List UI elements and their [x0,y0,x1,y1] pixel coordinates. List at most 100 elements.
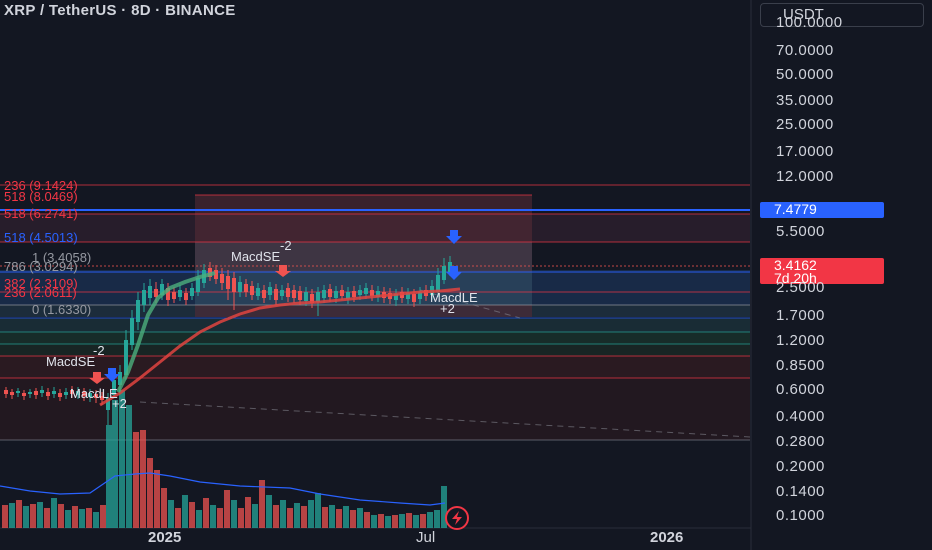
candle [58,389,62,401]
candle [286,283,290,302]
last-price-tag [760,258,884,284]
volume-bar [224,490,230,528]
candle [268,282,272,300]
volume-bar [9,503,15,528]
ma-red-line [99,287,461,407]
candle [106,393,110,425]
price-tick: 25.0000 [776,116,834,133]
symbol-title[interactable]: XRP / TetherUS · 8D · BINANCE [4,2,236,19]
price-tick: 12.0000 [776,168,834,185]
volume-bar [86,508,92,528]
candle [88,389,92,402]
candle [214,265,218,284]
candle [46,388,50,400]
candle [226,270,230,300]
volume-bar [93,512,99,528]
signal-qty: +2 [112,396,127,411]
volume-bar [238,508,244,528]
volume-bar [126,405,132,528]
candle [40,386,44,397]
candle [274,284,278,305]
time-label-jul: Jul [416,529,436,546]
volume-bar [252,504,258,528]
ma-green-line [116,271,216,393]
volume-bar [392,515,398,528]
candle [142,283,146,312]
volume-bar [2,505,8,528]
price-tick: 0.6000 [776,381,825,398]
price-tick: 2.5000 [776,279,825,296]
price-tick: 100.0000 [776,14,843,31]
volume-bar [58,504,64,528]
volume-bar [196,510,202,528]
volume-bar [37,502,43,528]
fib-label: 0 (1.6330) [32,302,92,317]
price-tick: 0.2000 [776,458,825,475]
candle [196,270,200,296]
candle [34,388,38,399]
fib-label: 518 (6.2741) [4,206,78,221]
volume-bar [203,498,209,528]
candle [370,285,374,301]
volume-bar [273,505,279,528]
candle [136,292,140,330]
volume-bar [427,512,433,528]
candle [322,285,326,303]
volume-bar [72,506,78,528]
volume-bar [23,506,29,528]
volume-bar [308,500,314,528]
volume-bar [119,390,125,528]
signal-label-macdse: MacdSE [46,354,96,369]
volume-bar [399,514,405,528]
candle [250,281,254,300]
volume-bar [210,505,216,528]
candle [394,289,398,306]
candle [172,287,176,303]
candle [406,288,410,304]
volume-bar [51,498,57,528]
volume-bar [406,513,412,528]
short-signal-arrow-2 [275,265,291,277]
fib-label: 518 (4.5013) [4,230,78,245]
long-signal-arrow-1 [104,368,120,382]
price-tick: 5.5000 [776,223,825,240]
fib-zones [0,195,750,440]
candle [76,387,80,399]
volume-bar [350,510,356,528]
currency-selector[interactable]: USDT [760,3,924,27]
candle [28,389,32,398]
fib-label: 382 (2.3109) [4,276,78,291]
volume-bar [413,515,419,528]
candle [232,272,236,310]
candle [64,388,68,399]
candle [262,285,266,303]
candle [52,387,56,398]
volume-bar [161,488,167,528]
candle [346,287,350,304]
price-tick: 0.2800 [776,433,825,450]
volume-bar [100,505,106,528]
candle [244,279,248,297]
volume-bar [378,514,384,528]
lightning-icon[interactable] [445,506,469,530]
volume-bar [16,500,22,528]
volume-bar [266,495,272,528]
price-tick: 0.4000 [776,408,825,425]
long-signal-arrow-2 [446,230,462,280]
time-label-2026: 2026 [650,529,684,546]
candle [148,279,152,305]
volume-bar [322,507,328,528]
volume-bars [2,390,447,528]
volume-bar [336,509,342,528]
candle [238,276,242,297]
price-tick: 35.0000 [776,92,834,109]
volume-bar [280,500,286,528]
short-signal-arrow-1 [89,372,105,384]
volume-bar [364,512,370,528]
volume-bar [294,503,300,528]
candle [166,283,170,306]
candle [178,285,182,301]
candle [280,285,284,300]
candle [94,390,98,403]
